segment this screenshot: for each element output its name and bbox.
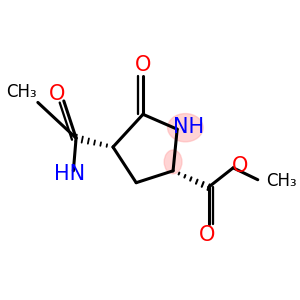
Text: CH₃: CH₃: [6, 83, 37, 101]
Ellipse shape: [164, 150, 182, 174]
Text: O: O: [199, 225, 215, 245]
Text: HN: HN: [54, 164, 86, 184]
Text: NH: NH: [172, 117, 204, 137]
Text: O: O: [232, 156, 248, 176]
Text: O: O: [135, 55, 151, 75]
Text: O: O: [49, 84, 65, 104]
Text: CH₃: CH₃: [266, 172, 297, 190]
Ellipse shape: [168, 114, 203, 142]
